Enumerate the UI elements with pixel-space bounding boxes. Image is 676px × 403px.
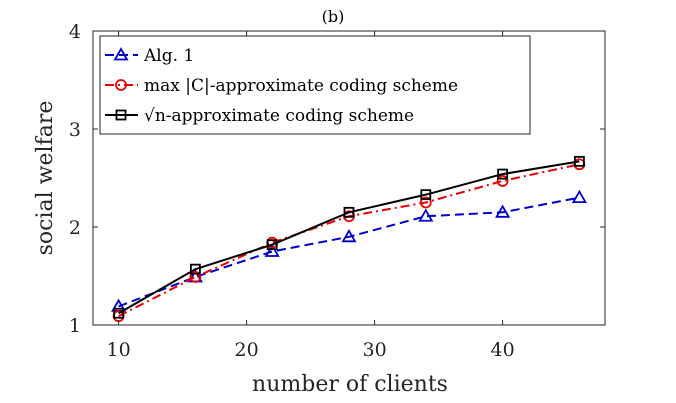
data-point bbox=[418, 208, 434, 222]
legend-marker bbox=[115, 79, 127, 91]
data-point bbox=[264, 243, 280, 257]
axis-ticks: 10 20 30 40 1 2 3 4 bbox=[69, 21, 605, 361]
series-1 bbox=[112, 158, 586, 323]
data-point bbox=[420, 189, 432, 201]
series-line bbox=[118, 160, 580, 315]
legend-label: Alg. 1 bbox=[143, 46, 194, 66]
x-tick-label: 30 bbox=[363, 339, 387, 361]
plot-lines bbox=[111, 155, 587, 323]
series-0 bbox=[111, 189, 587, 312]
legend: Alg. 1 max |C|-approximate coding scheme √… bbox=[99, 35, 531, 135]
series-line bbox=[118, 163, 580, 318]
chart-title: (b) bbox=[322, 7, 345, 26]
data-point bbox=[496, 175, 509, 187]
legend-marker bbox=[115, 109, 127, 121]
data-point bbox=[419, 196, 432, 209]
legend-item: Alg. 1 bbox=[105, 46, 194, 66]
legend-item: max |C|-approximate coding scheme bbox=[105, 76, 458, 96]
data-point bbox=[574, 155, 585, 167]
series-line bbox=[118, 196, 580, 308]
data-point bbox=[497, 168, 509, 180]
y-tick-label: 2 bbox=[69, 217, 81, 239]
plot-frame bbox=[92, 30, 606, 326]
data-point bbox=[571, 189, 587, 204]
y-axis-label: social welfare bbox=[33, 101, 58, 256]
data-point bbox=[113, 307, 124, 319]
data-point bbox=[573, 158, 586, 171]
x-tick-label: 40 bbox=[491, 339, 515, 361]
y-tick-label: 3 bbox=[69, 119, 81, 141]
legend-label: √n-approximate coding scheme bbox=[144, 106, 414, 126]
x-axis-label: number of clients bbox=[252, 372, 448, 397]
x-tick-label: 20 bbox=[235, 339, 259, 361]
series-2 bbox=[113, 155, 585, 319]
data-point bbox=[189, 263, 201, 275]
legend-item: √n-approximate coding scheme bbox=[105, 106, 414, 126]
x-tick-label: 10 bbox=[107, 339, 131, 361]
data-point bbox=[343, 206, 355, 218]
legend-marker bbox=[113, 47, 129, 61]
legend-label: max |C|-approximate coding scheme bbox=[144, 76, 458, 96]
legend-box bbox=[99, 35, 531, 135]
data-point bbox=[495, 204, 511, 218]
data-point bbox=[341, 228, 357, 243]
data-point bbox=[189, 271, 202, 283]
y-tick-label: 1 bbox=[69, 315, 81, 337]
data-point bbox=[266, 239, 278, 251]
y-tick-label: 4 bbox=[69, 21, 81, 43]
